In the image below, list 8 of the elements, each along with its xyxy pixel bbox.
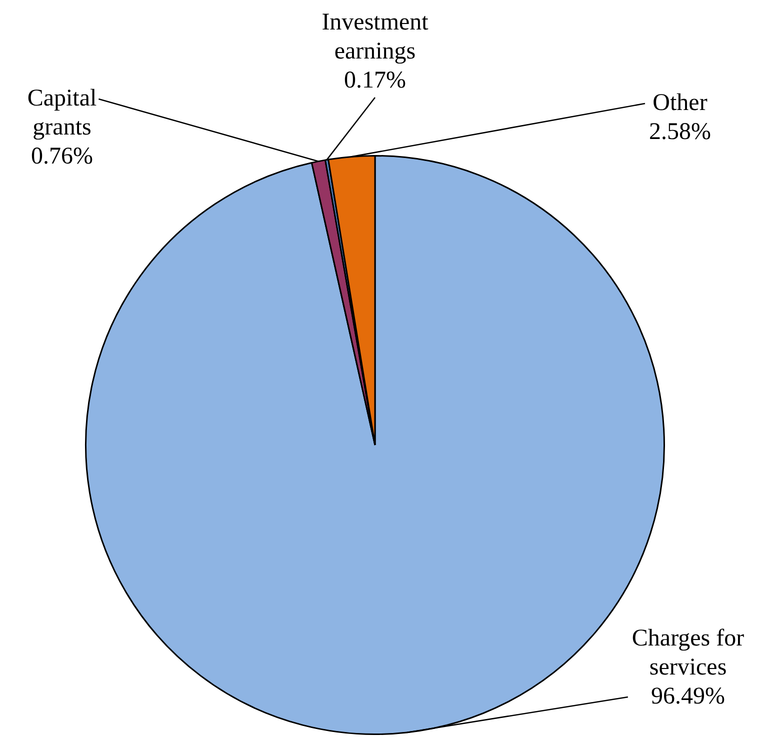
slice-label: Charges for services <box>632 625 744 680</box>
slice-label: Other <box>652 90 708 116</box>
data-label: 96.49% <box>651 683 725 710</box>
data-label: 2.58% <box>649 118 711 145</box>
data-label: 0.17% <box>344 67 406 94</box>
slice-label: Investment earnings <box>322 9 429 64</box>
data-label: 0.76% <box>31 143 93 170</box>
slice-label: Capital grants <box>27 85 97 140</box>
